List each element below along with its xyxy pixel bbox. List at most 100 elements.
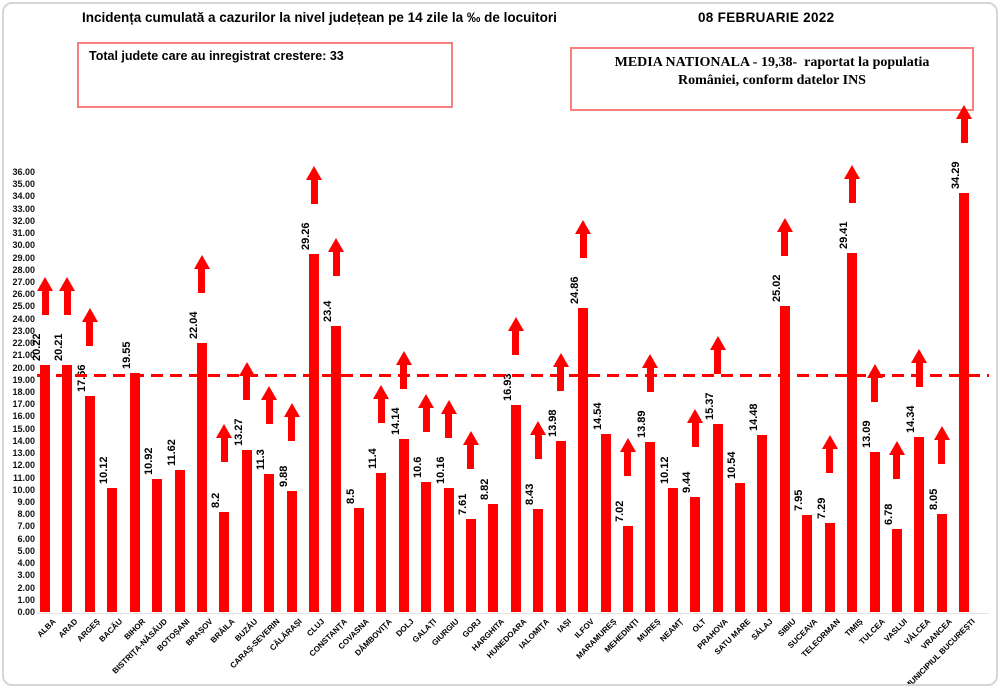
bar [869,452,880,612]
bar-value-label: 13.89 [636,410,649,439]
arrow-stem [198,268,206,293]
bar-value-label: 7.95 [793,489,806,511]
arrow-stem [265,399,273,424]
bar-value-label: 10.92 [143,447,156,475]
growth-arrow-icon [216,423,233,462]
arrow-stem [646,368,654,393]
arrow-stem [848,178,856,203]
bar-chart: 36.00 35.00 34.00 33.00 32.00 31.00 30.00 29.00… [4,4,996,684]
bar-value-label: 13.98 [546,409,559,438]
bar [376,472,387,612]
national-average-text: MEDIA NATIONALA - 19,38- raportat la pop… [572,49,972,90]
y-axis-tick-label: 5.00 [17,545,35,556]
arrow-head [933,425,950,440]
growth-arrow-icon [776,218,793,257]
growth-arrow-icon [507,317,524,356]
bar-value-label: 14.48 [748,403,761,432]
arrow-stem [893,455,901,480]
growth-arrow-icon [844,164,861,203]
bar-value-label: 10.54 [726,451,739,480]
growth-arrow-icon [821,434,838,473]
arrow-stem [467,444,475,469]
bar [712,424,723,612]
arrow-head [888,441,905,456]
y-axis-tick-label: 14.00 [12,435,35,446]
y-axis-tick-label: 19.00 [12,374,35,385]
arrow-stem [826,448,834,473]
bar [353,508,364,612]
arrow-stem [871,378,879,402]
bar-value-label: 14.34 [905,405,918,433]
y-axis-tick-label: 10.00 [12,484,35,495]
bar-value-label: 8.5 [344,488,357,505]
bar [286,491,297,612]
bar-value-label: 24.86 [569,276,582,305]
national-average-line2: României, conform datelor INS [678,73,866,89]
y-axis-tick-label: 22.00 [12,338,35,349]
growth-arrow-icon [440,399,457,438]
arrow-head [575,220,592,235]
report-date: 08 FEBRUARIE 2022 [698,10,835,25]
arrow-stem [310,180,318,205]
bar-value-label: 20.21 [53,333,66,361]
y-axis-tick-label: 31.00 [12,228,35,239]
bar [690,496,701,612]
bar-value-label: 8.43 [524,483,537,505]
arrow-stem [534,434,542,459]
bar-value-label: 34.29 [950,161,963,189]
arrow-head [283,403,300,418]
arrow-stem [220,437,228,462]
arrow-head [507,317,524,332]
growth-arrow-icon [933,425,950,464]
bar-value-label: 11.4 [367,447,380,469]
bar [914,436,925,612]
y-axis-tick-label: 27.00 [12,277,35,287]
bar [62,364,73,612]
bar-value-label: 7.02 [613,500,626,523]
y-axis-tick-label: 11.00 [12,472,35,483]
y-axis-tick-label: 28.00 [12,264,35,275]
y-axis-tick-label: 0.00 [17,607,35,617]
bar [578,308,589,612]
bar [129,373,140,612]
growth-counties-text: Total judete care au inregistrat crester… [89,49,344,63]
arrow-stem [422,408,430,433]
bar-value-label: 11.62 [165,439,178,466]
y-axis-tick-label: 12.00 [12,460,35,471]
national-average-line [37,374,989,378]
arrow-head [193,254,210,269]
y-axis-tick-label: 21.00 [12,350,35,361]
bar-value-label: 20.22 [31,333,43,361]
bar-value-label: 10.6 [412,457,425,479]
x-axis-county-label: BACĂU [97,617,125,644]
x-axis-county-label: OLT [690,617,708,635]
bar [779,306,790,612]
bar-value-label: 14.54 [591,402,604,431]
arrow-stem [624,452,632,477]
arrow-head [709,336,726,351]
bar-value-label: 25.02 [770,274,783,303]
y-axis-tick-label: 26.00 [12,289,35,300]
arrow-stem [332,252,340,276]
growth-arrow-icon [37,276,53,315]
y-axis-tick-label: 35.00 [12,179,35,190]
bar-value-label: 8.82 [479,478,492,501]
arrow-head [440,399,457,414]
x-axis-county-label: SĂLAJ [749,617,775,642]
y-axis-tick-label: 3.00 [17,570,35,581]
arrow-head [844,164,861,179]
bar [667,488,678,612]
bar [600,434,611,612]
bar-value-label: 8.2 [210,492,223,508]
bar [84,396,95,612]
arrow-stem [41,290,49,315]
arrow-stem [400,365,408,390]
bar [107,488,118,612]
arrow-stem [714,350,722,375]
bar [40,364,50,612]
bar-value-label: 7.61 [456,493,469,515]
arrow-head [911,348,928,363]
bar [465,518,476,612]
bar [152,478,163,612]
growth-arrow-icon [709,336,726,375]
